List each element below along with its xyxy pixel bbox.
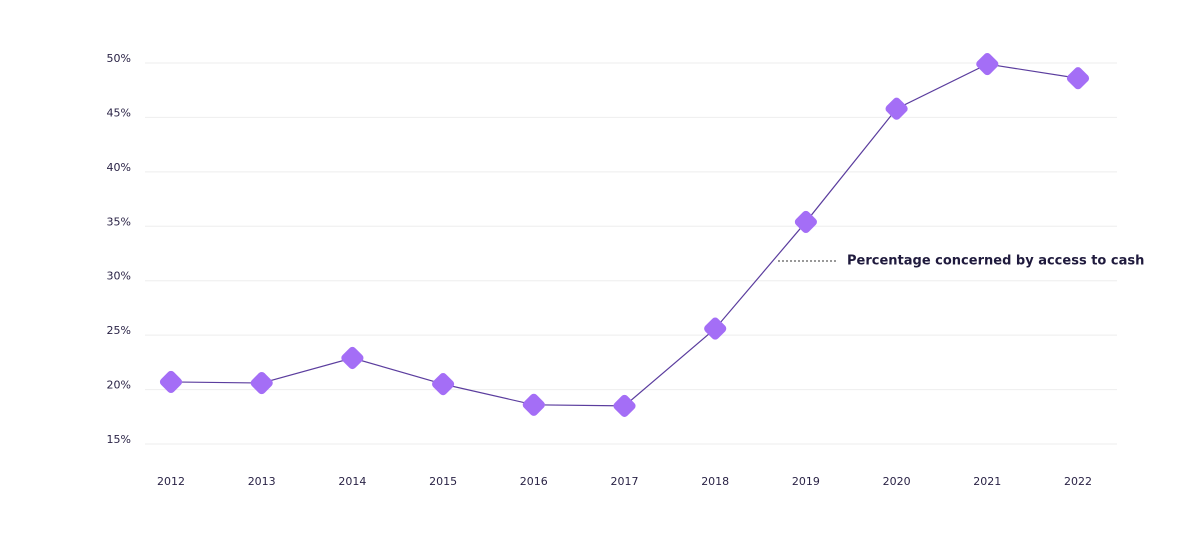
x-tick-label: 2021 (973, 475, 1001, 488)
y-tick-label: 40% (107, 161, 131, 174)
marker (794, 210, 817, 234)
y-tick-label: 15% (107, 433, 131, 446)
x-tick-label: 2015 (429, 475, 457, 488)
marker (613, 394, 636, 417)
marker (976, 53, 999, 76)
x-tick-label: 2022 (1064, 475, 1092, 488)
marker (159, 370, 183, 394)
x-tick-label: 2013 (248, 475, 276, 488)
y-tick-label: 35% (107, 215, 131, 228)
marker (432, 373, 455, 396)
marker (522, 393, 545, 416)
x-tick-label: 2016 (520, 475, 548, 488)
series-label: Percentage concerned by access to cash (847, 254, 1144, 269)
x-tick-label: 2019 (792, 475, 820, 488)
x-tick-label: 2014 (338, 475, 366, 488)
x-tick-label: 2018 (701, 475, 729, 488)
y-tick-label: 20% (107, 379, 131, 392)
line (170, 63, 1079, 407)
x-tick-label: 2017 (611, 475, 639, 488)
y-tick-label: 25% (107, 324, 131, 337)
marker (341, 346, 364, 370)
y-tick-label: 50% (107, 52, 131, 65)
y-tick-label: 30% (107, 270, 131, 283)
y-tick-label: 45% (107, 106, 131, 119)
marker (885, 97, 908, 120)
x-tick-label: 2012 (157, 475, 185, 488)
x-tick-label: 2020 (883, 475, 911, 488)
marker (704, 317, 727, 340)
marker (1066, 67, 1090, 90)
marker (250, 371, 273, 395)
